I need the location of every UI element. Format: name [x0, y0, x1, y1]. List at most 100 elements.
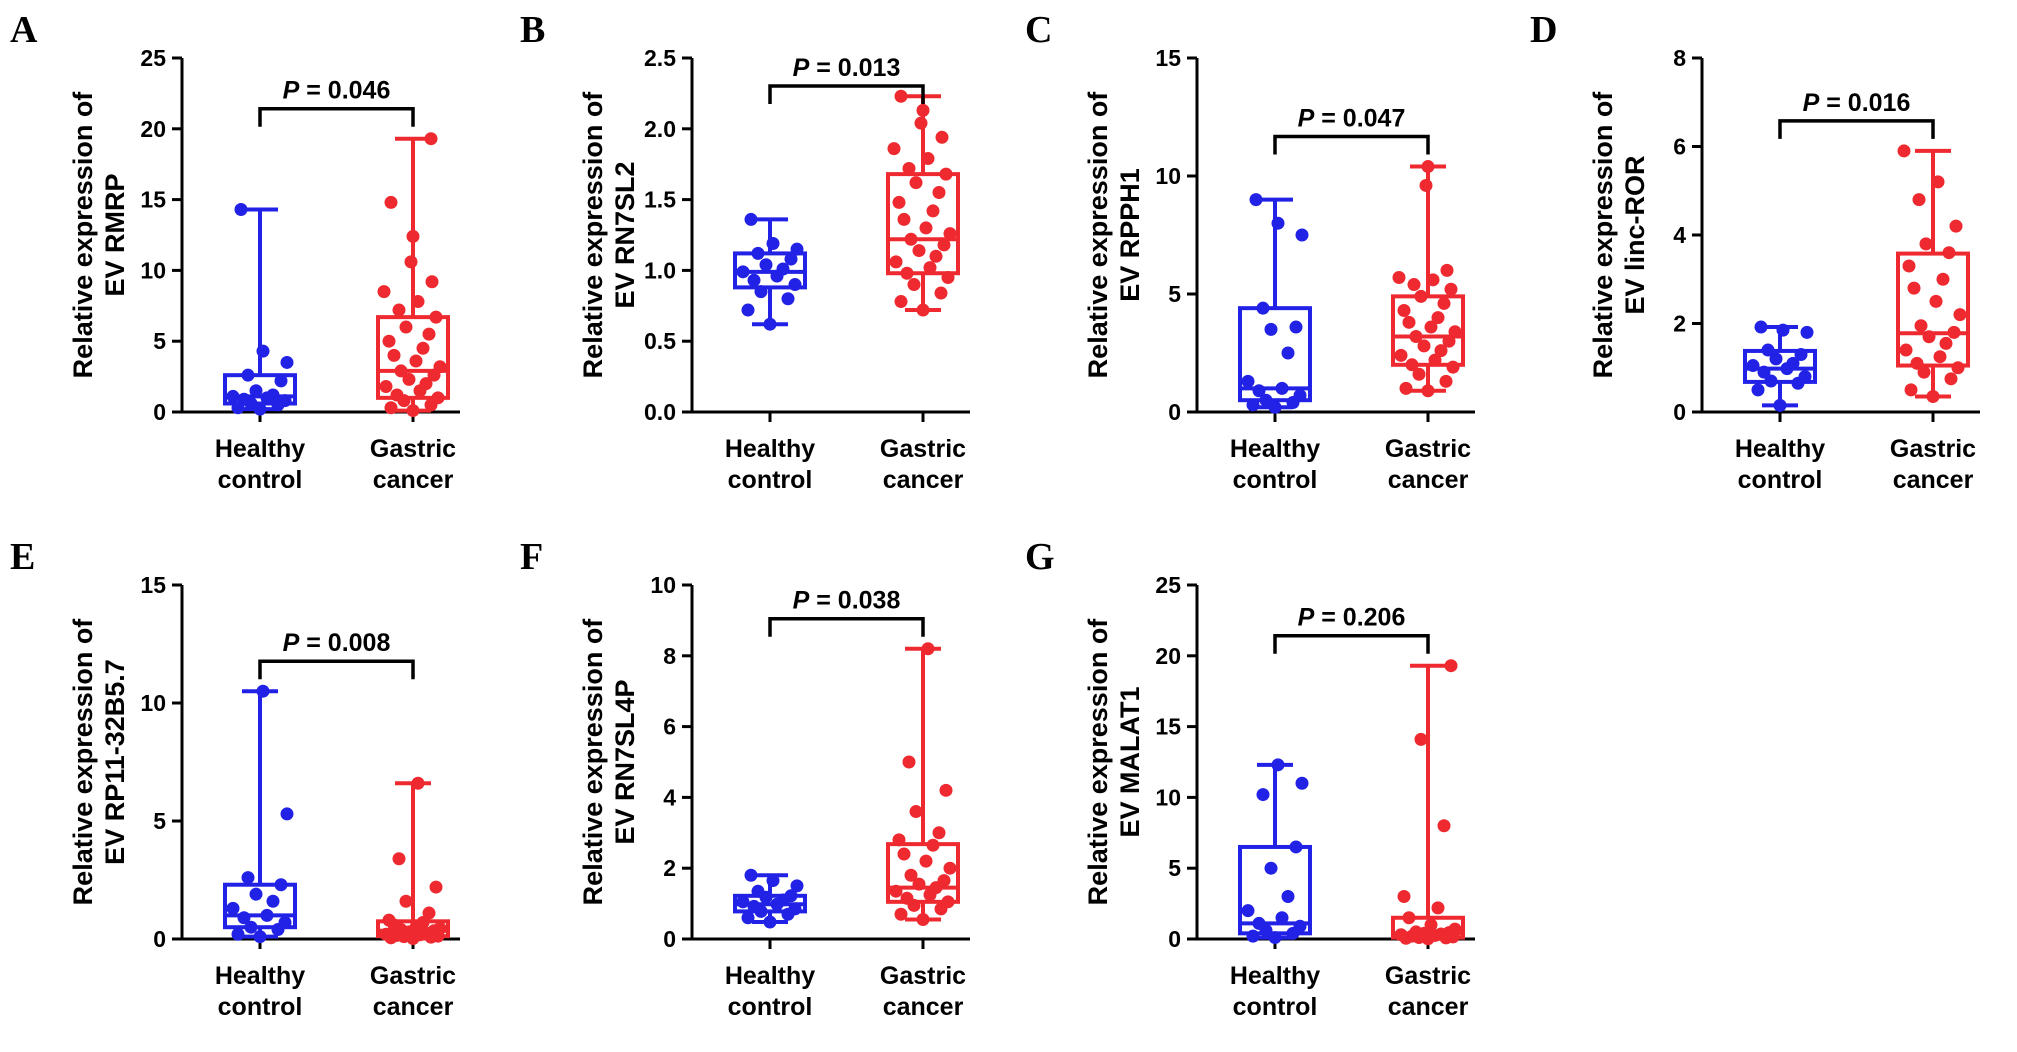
- series-healthy-control: [1238, 193, 1312, 414]
- y-axis-label-line1: Relative expression of: [578, 91, 608, 379]
- significance-bracket: [258, 106, 415, 127]
- data-point: [1424, 320, 1438, 334]
- panel-letter: F: [520, 536, 543, 578]
- y-tick-label: 2.0: [644, 116, 676, 142]
- y-tick-label: 20: [1155, 643, 1181, 669]
- y-axis-label: Relative expression ofEV RMRP: [68, 91, 130, 379]
- data-point: [394, 364, 408, 378]
- iqr-box: [376, 315, 450, 400]
- panel-f: F Relative expression ofEV RN7SL4P 0 2 4 6 8 10…: [510, 527, 1010, 1047]
- data-point: [226, 901, 240, 915]
- y-axis-label: Relative expression ofEV RN7SL4P: [578, 618, 640, 906]
- data-point: [943, 227, 957, 241]
- p-value-number: = 0.047: [1314, 105, 1405, 133]
- data-point: [1444, 282, 1458, 296]
- data-point: [1951, 361, 1965, 375]
- p-value-label: P = 0.008: [283, 629, 391, 657]
- y-axis-label-line2: EV RN7SL4P: [610, 679, 640, 844]
- data-point: [790, 242, 804, 256]
- data-point: [1293, 919, 1307, 933]
- data-point: [1405, 358, 1419, 372]
- data-point: [1437, 819, 1451, 833]
- data-point: [744, 868, 758, 882]
- y-tick-label: 2: [663, 855, 676, 881]
- data-point: [1917, 365, 1931, 379]
- data-point: [1919, 237, 1933, 251]
- data-point: [943, 861, 957, 875]
- data-point: [1798, 370, 1812, 384]
- data-point: [781, 292, 795, 306]
- p-value-label: P = 0.047: [1298, 105, 1406, 133]
- data-point: [425, 275, 439, 289]
- x-category-label-line1: Healthy: [1230, 435, 1320, 463]
- data-point: [256, 344, 270, 358]
- data-point: [736, 895, 750, 909]
- data-point: [763, 317, 777, 331]
- significance-bracket: [1273, 633, 1430, 654]
- p-value-number: = 0.013: [809, 54, 900, 82]
- data-point: [892, 195, 906, 209]
- data-point: [904, 868, 918, 882]
- y-axis-label: Relative expression ofEV linc-ROR: [1588, 91, 1650, 379]
- data-point: [379, 927, 393, 941]
- y-axis-label-line1: Relative expression of: [1588, 91, 1618, 379]
- panel-letter: C: [1025, 9, 1052, 51]
- data-point: [1899, 343, 1913, 357]
- data-point: [1754, 320, 1768, 334]
- series-gastric-cancer: [1391, 160, 1465, 398]
- data-point: [1794, 347, 1808, 361]
- data-point: [1947, 325, 1961, 339]
- data-point: [1271, 758, 1285, 772]
- data-point: [1289, 320, 1303, 334]
- data-point: [1264, 861, 1278, 875]
- data-point: [1252, 384, 1266, 398]
- data-point: [226, 389, 240, 403]
- series-healthy-control: [1238, 758, 1312, 945]
- iqr-box: [886, 842, 960, 904]
- data-point: [916, 103, 930, 117]
- data-point: [894, 907, 908, 921]
- data-point: [788, 278, 802, 292]
- data-point: [1289, 840, 1303, 854]
- y-axis-label-line1: Relative expression of: [578, 618, 608, 906]
- p-value-label: P = 0.038: [793, 587, 901, 615]
- data-point: [1926, 390, 1940, 404]
- data-point: [1786, 356, 1800, 370]
- data-point: [1904, 383, 1918, 397]
- x-category-label-line2: control: [218, 466, 303, 494]
- y-tick-label: 0: [153, 399, 166, 425]
- data-point: [1264, 322, 1278, 336]
- data-point: [382, 913, 396, 927]
- data-point: [784, 889, 798, 903]
- panel-c: C Relative expression ofEV RPPH1 0 5 10 15 Hea…: [1015, 0, 1515, 520]
- p-value-number: = 0.206: [1314, 604, 1405, 632]
- data-point: [241, 871, 255, 885]
- y-tick-label: 8: [663, 643, 676, 669]
- y-axis-label-line1: Relative expression of: [1083, 91, 1113, 379]
- box-plot-c: C Relative expression ofEV RPPH1 0 5 10 15 Hea…: [1025, 9, 1475, 494]
- data-point: [939, 167, 953, 181]
- data-point: [1773, 398, 1787, 412]
- data-point: [429, 880, 443, 894]
- iqr-box: [1896, 251, 1970, 368]
- data-point: [751, 246, 765, 260]
- p-value-symbol: P: [793, 54, 810, 82]
- y-tick-label: 5: [1168, 855, 1181, 881]
- iqr-box: [886, 172, 960, 276]
- data-point: [1761, 343, 1775, 357]
- y-tick-label: 20: [140, 116, 166, 142]
- data-point: [409, 354, 423, 368]
- panel-a: A Relative expression ofEV RMRP 0 5 10 15 20 25…: [0, 0, 500, 520]
- data-point: [784, 252, 798, 266]
- y-axis-label-line1: Relative expression of: [1083, 618, 1113, 906]
- y-tick-label: 4: [663, 784, 676, 810]
- data-point: [260, 908, 274, 922]
- p-value-number: = 0.008: [299, 629, 390, 657]
- x-category-label-line1: Gastric: [880, 435, 966, 463]
- data-point: [937, 874, 951, 888]
- data-point: [889, 884, 903, 898]
- data-point: [759, 258, 773, 272]
- y-tick-label: 10: [1155, 784, 1181, 810]
- y-tick-label: 25: [140, 45, 166, 71]
